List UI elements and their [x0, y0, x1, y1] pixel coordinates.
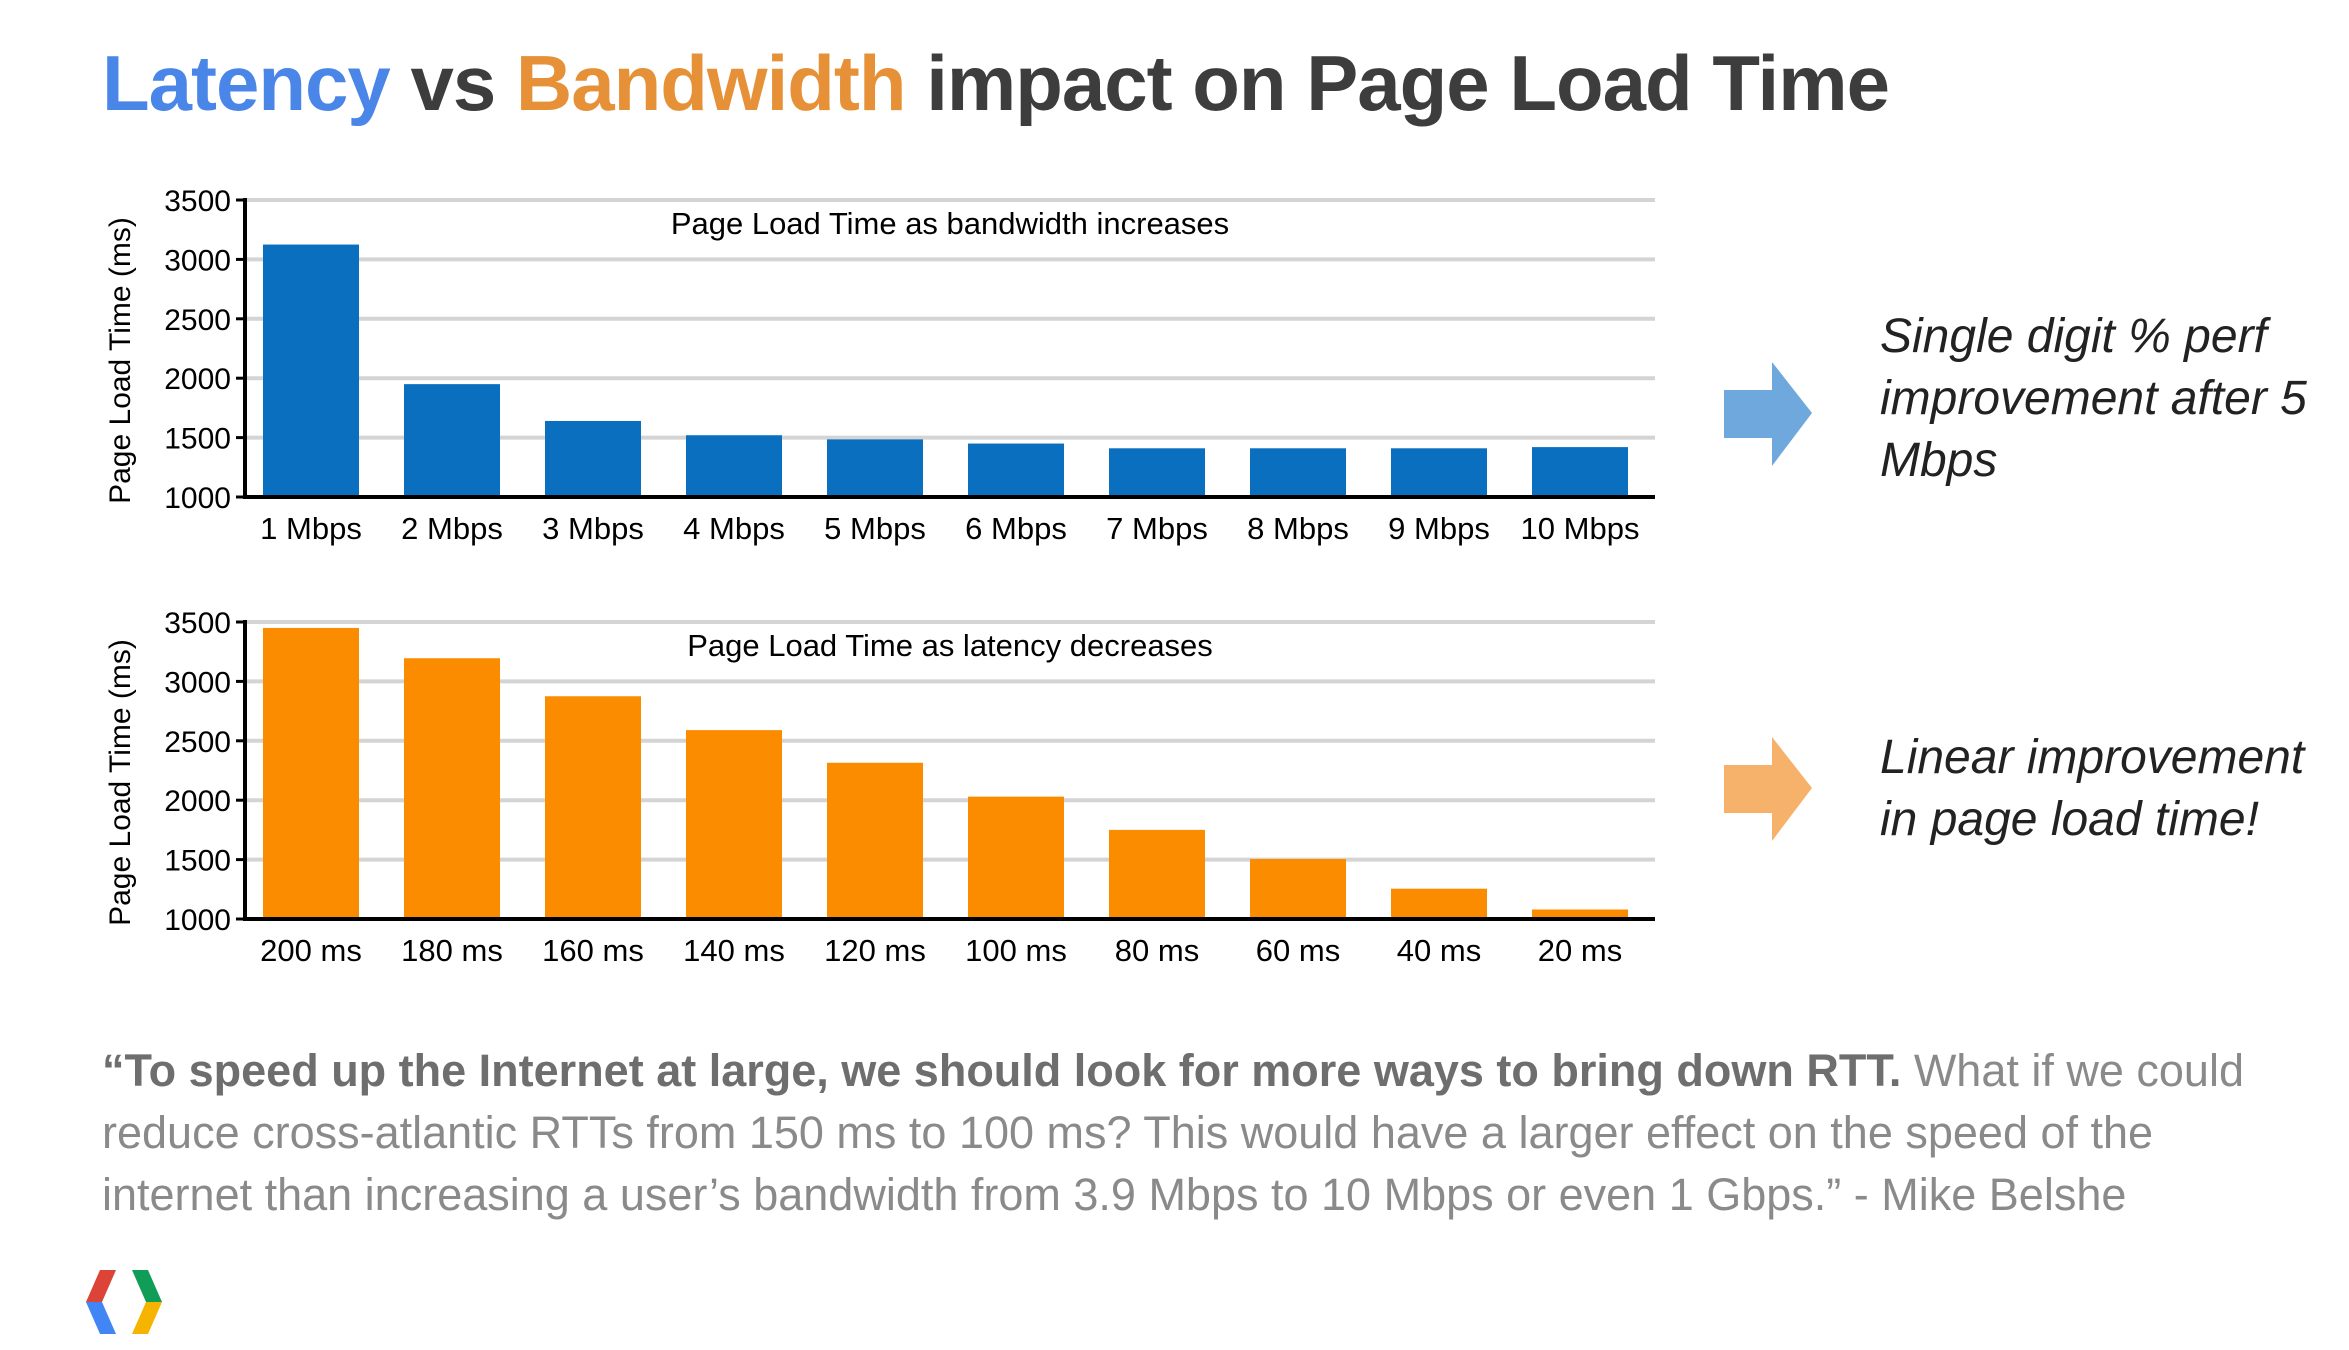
bar: [1109, 448, 1205, 497]
bar: [686, 730, 782, 919]
y-tick-label: 3000: [164, 244, 231, 277]
title-bandwidth: Bandwidth: [515, 39, 907, 127]
quote-rest: What if we could reduce cross-atlantic R…: [102, 1045, 2244, 1220]
quote-text: “To speed up the Internet at large, we s…: [102, 1040, 2262, 1226]
bar: [404, 384, 500, 497]
x-tick-label: 3 Mbps: [542, 511, 644, 546]
bar: [263, 244, 359, 497]
bar: [1391, 448, 1487, 497]
y-tick-label: 3000: [164, 666, 231, 699]
x-tick-label: 60 ms: [1256, 933, 1340, 968]
bandwidth-callout: Single digit % perf improvement after 5 …: [1880, 310, 2307, 487]
bar: [404, 658, 500, 919]
y-axis-label: Page Load Time (ms): [104, 217, 137, 504]
x-tick-label: 100 ms: [965, 933, 1067, 968]
x-tick-label: 4 Mbps: [683, 511, 785, 546]
bar: [1532, 447, 1628, 497]
bandwidth-chart: 1000 1500 2000 2500 3000 3500 1 Mbps 2 Mbps 3 Mb…: [104, 185, 1655, 546]
chart-title: Page Load Time as bandwidth increases: [671, 206, 1229, 241]
bar: [545, 696, 641, 919]
bar: [1250, 448, 1346, 497]
bar: [263, 627, 359, 919]
bar: [1532, 909, 1628, 919]
chart-title: Page Load Time as latency decreases: [687, 628, 1213, 663]
latency-callout: Linear improvement in page load time!: [1880, 731, 2305, 846]
x-tick-label: 8 Mbps: [1247, 511, 1349, 546]
y-axis-label: Page Load Time (ms): [104, 639, 137, 926]
y-tick-label: 1000: [164, 482, 231, 515]
bar: [545, 420, 641, 497]
title-vs: vs: [410, 39, 496, 127]
quote-bold: “To speed up the Internet at large, we s…: [102, 1045, 1902, 1096]
x-tick-label: 180 ms: [401, 933, 503, 968]
x-tick-label: 160 ms: [542, 933, 644, 968]
x-tick-label: 10 Mbps: [1521, 511, 1640, 546]
bar: [686, 435, 782, 497]
bar: [1109, 829, 1205, 919]
x-tick-label: 140 ms: [683, 933, 785, 968]
page-title: Latency vs Bandwidth impact on Page Load…: [102, 38, 1890, 129]
bar: [827, 439, 923, 497]
x-tick-label: 80 ms: [1115, 933, 1199, 968]
bar: [968, 443, 1064, 497]
x-tick-label: 7 Mbps: [1106, 511, 1208, 546]
x-tick-label: 1 Mbps: [260, 511, 362, 546]
x-tick-label: 200 ms: [260, 933, 362, 968]
x-tick-label: 20 ms: [1538, 933, 1622, 968]
y-tick-label: 2000: [164, 785, 231, 818]
y-tick-label: 1500: [164, 845, 231, 878]
y-tick-label: 2000: [164, 363, 231, 396]
title-latency: Latency: [102, 39, 391, 127]
y-tick-label: 2500: [164, 304, 231, 337]
title-rest: impact on Page Load Time: [926, 39, 1890, 127]
x-tick-label: 9 Mbps: [1388, 511, 1490, 546]
bar: [968, 796, 1064, 919]
x-tick-label: 40 ms: [1397, 933, 1481, 968]
x-tick-label: 120 ms: [824, 933, 926, 968]
latency-chart: 1000 1500 2000 2500 3000 3500 200 ms 180 ms 160 …: [104, 607, 1655, 968]
bar: [1250, 859, 1346, 919]
x-tick-label: 5 Mbps: [824, 511, 926, 546]
arrow-right-icon: [1724, 362, 1812, 466]
y-tick-label: 1500: [164, 423, 231, 456]
bar: [1391, 888, 1487, 919]
y-tick-label: 3500: [164, 185, 231, 218]
bar: [827, 762, 923, 919]
y-tick-label: 2500: [164, 726, 231, 759]
y-tick-label: 1000: [164, 904, 231, 937]
arrow-right-icon: [1724, 737, 1812, 841]
y-tick-label: 3500: [164, 607, 231, 640]
chrome-developers-logo-icon: [86, 1270, 162, 1334]
x-tick-label: 6 Mbps: [965, 511, 1067, 546]
x-tick-label: 2 Mbps: [401, 511, 503, 546]
